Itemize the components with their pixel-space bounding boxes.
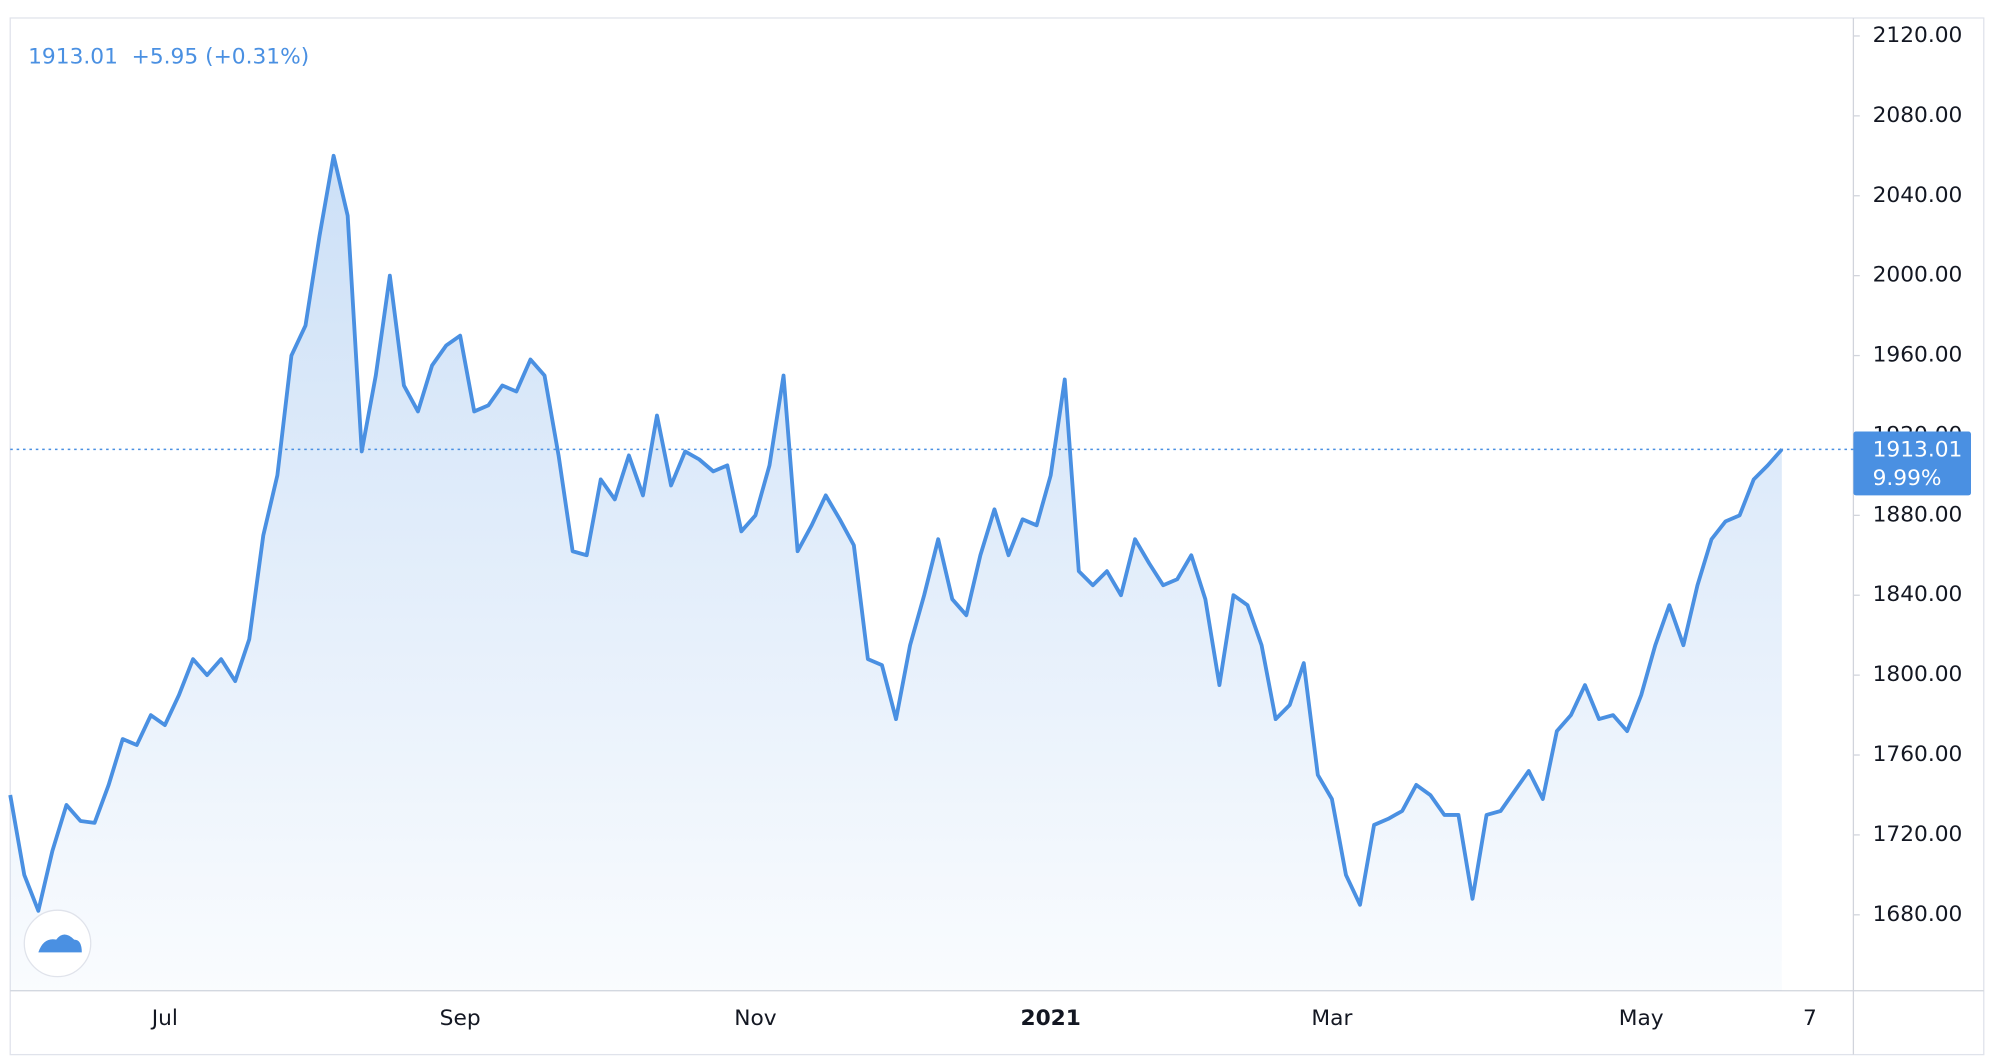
x-tick-label: Sep: [440, 1006, 481, 1031]
y-tick-label: 1960.00: [1873, 343, 1963, 368]
x-tick-label: Jul: [150, 1006, 178, 1031]
y-tick-label: 2000.00: [1873, 263, 1963, 288]
y-tick-label: 1680.00: [1873, 902, 1963, 927]
logo: [23, 909, 92, 978]
frame: [9, 17, 1985, 1056]
x-tick-label: Mar: [1311, 1006, 1352, 1031]
x-tick-label: May: [1619, 1006, 1664, 1031]
y-tick-label: 2120.00: [1873, 23, 1963, 48]
y-tick-label: 1840.00: [1873, 582, 1963, 607]
x-tick-label: Nov: [734, 1006, 777, 1031]
y-tick-label: 1880.00: [1873, 502, 1963, 527]
header-price: 1913.01: [28, 45, 118, 70]
plot: [8, 153, 1784, 991]
last-value-box: [1853, 431, 1971, 496]
x-tick-label: 2021: [1020, 1006, 1080, 1031]
area: [10, 155, 1782, 991]
line: [8, 153, 1784, 913]
y-tick-label: 1800.00: [1873, 662, 1963, 687]
last-value-percent: 9.99%: [1873, 466, 1942, 491]
y-tick-label: 1720.00: [1873, 822, 1963, 847]
y-tick-label: 2080.00: [1873, 103, 1963, 128]
last-value-price: 1913.01: [1873, 438, 1963, 463]
header-change: +5.95 (+0.31%): [132, 45, 310, 70]
x-tick-label: 7: [1803, 1006, 1817, 1031]
y-tick-label: 1760.00: [1873, 742, 1963, 767]
y-tick-label: 2040.00: [1873, 183, 1963, 208]
